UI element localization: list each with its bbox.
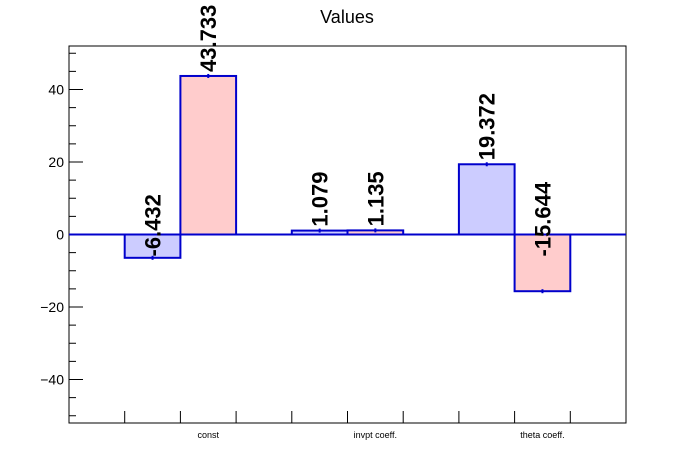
x-category-label: const [197, 430, 219, 440]
data-label: 1.079 [308, 172, 333, 227]
y-tick-label: −20 [40, 299, 64, 315]
y-tick-label: 20 [48, 154, 64, 170]
data-label: -15.644 [530, 181, 555, 256]
data-label: -6.432 [141, 194, 166, 256]
bar [513, 233, 572, 293]
x-category-label: invpt coeff. [354, 430, 397, 440]
y-tick-label: 40 [48, 82, 64, 98]
data-label: 19.372 [475, 93, 500, 160]
data-label: 1.135 [363, 171, 388, 226]
bars [123, 73, 572, 294]
data-label: 43.733 [196, 5, 221, 72]
bar [179, 74, 238, 236]
chart-title: Values [320, 7, 374, 27]
bar [457, 163, 516, 236]
y-tick-label: 0 [56, 227, 64, 243]
data-labels: -6.432 43.733 1.079 1.135 19.372 -15.644 [141, 5, 556, 257]
y-tick-label: −40 [40, 372, 64, 388]
x-category-label: theta coeff. [520, 430, 564, 440]
